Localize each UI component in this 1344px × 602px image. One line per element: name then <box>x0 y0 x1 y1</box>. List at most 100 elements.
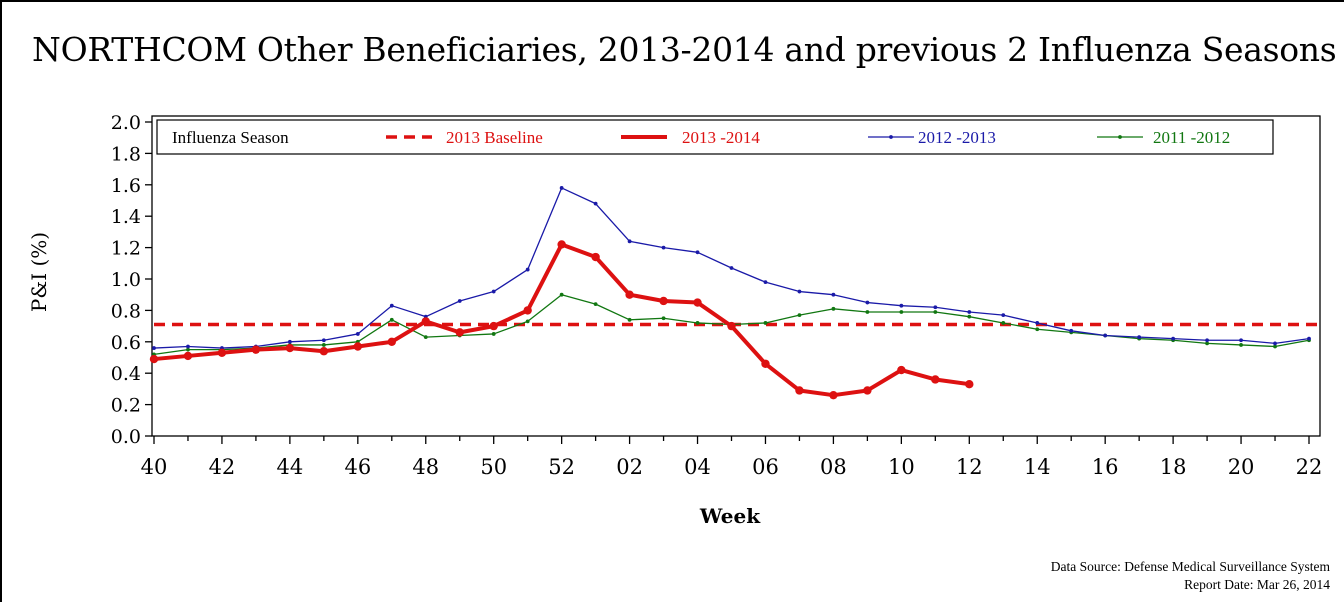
data-point-2011-2012 <box>797 313 802 318</box>
data-point-2011-2012 <box>899 310 904 314</box>
report-date-note: Report Date: Mar 26, 2014 <box>1184 577 1330 592</box>
data-point-2012-2013 <box>457 299 462 303</box>
x-tick-label: 22 <box>1296 455 1323 479</box>
data-point-2011-2012 <box>627 317 632 322</box>
y-tick-label: 1.6 <box>111 175 141 197</box>
data-point-2013-2014 <box>931 375 940 384</box>
data-point-2012-2013 <box>287 339 292 344</box>
y-tick-label: 0.2 <box>111 395 141 417</box>
data-point-2012-2013 <box>831 292 836 297</box>
data-point-2013-2014 <box>387 337 396 346</box>
data-point-2013-2014 <box>455 328 464 337</box>
data-point-2013-2014 <box>353 342 363 351</box>
data-point-2012-2013 <box>661 245 666 250</box>
data-point-2012-2013 <box>865 300 870 305</box>
data-point-2013-2014 <box>727 321 736 331</box>
data-point-2013-2014 <box>183 351 193 361</box>
data-point-2012-2013 <box>1137 335 1142 339</box>
x-tick-label: 18 <box>1160 455 1187 479</box>
data-point-2012-2013 <box>559 186 564 190</box>
data-point-2011-2012 <box>423 335 428 339</box>
data-point-2012-2013 <box>186 344 190 349</box>
data-point-2012-2013 <box>1001 313 1006 318</box>
data-point-2012-2013 <box>1171 336 1176 341</box>
legend-box <box>156 119 1274 155</box>
data-point-2011-2012 <box>1239 343 1243 347</box>
data-point-2012-2013 <box>1035 321 1040 325</box>
data-point-2011-2012 <box>967 314 972 319</box>
chart-title: NORTHCOM Other Beneficiaries, 2013-2014 … <box>32 30 1337 69</box>
data-point-2011-2012 <box>865 310 870 314</box>
chart-footer: Data Source: Defense Medical Surveillanc… <box>1051 558 1330 594</box>
x-tick-label: 12 <box>956 455 983 479</box>
data-point-2011-2012 <box>661 316 666 321</box>
data-point-2013-2014 <box>965 379 974 389</box>
data-point-2013-2014 <box>217 348 227 357</box>
y-tick-label: 2.0 <box>111 112 141 134</box>
x-tick-label: 46 <box>344 455 371 479</box>
data-point-2012-2013 <box>695 250 700 255</box>
x-axis-title: Week <box>699 504 761 528</box>
data-point-2012-2013 <box>1273 341 1277 346</box>
x-tick-label: 20 <box>1228 455 1255 479</box>
data-point-2013-2014 <box>523 306 532 315</box>
data-point-2013-2014 <box>659 296 668 306</box>
data-point-2013-2014 <box>863 386 872 395</box>
data-point-2012-2013 <box>763 280 768 285</box>
data-point-2011-2012 <box>1001 321 1006 325</box>
data-point-2012-2013 <box>797 289 802 294</box>
data-source-note: Data Source: Defense Medical Surveillanc… <box>1050 559 1330 574</box>
data-point-2011-2012 <box>559 292 564 297</box>
data-point-2013-2014 <box>557 240 566 249</box>
data-point-2011-2012 <box>491 332 496 336</box>
y-tick-label: 1.2 <box>111 238 141 260</box>
data-point-2013-2014 <box>421 317 430 326</box>
data-point-2012-2013 <box>321 338 326 343</box>
data-point-2012-2013 <box>1239 338 1243 343</box>
data-point-2013-2014 <box>285 343 295 353</box>
x-tick-label: 50 <box>480 455 507 479</box>
data-point-2012-2013 <box>152 346 156 350</box>
data-point-2012-2013 <box>1069 328 1074 333</box>
data-point-2011-2012 <box>831 306 836 311</box>
data-point-2013-2014 <box>693 298 702 307</box>
legend-label-series: 2012 -2013 <box>918 128 996 147</box>
y-tick-label: 0.8 <box>111 300 141 322</box>
data-point-2012-2013 <box>593 201 598 206</box>
data-point-2012-2013 <box>899 303 904 308</box>
data-point-2013-2014 <box>591 252 600 262</box>
data-point-2012-2013 <box>355 332 360 336</box>
legend-label-series: 2011 -2012 <box>1153 128 1230 147</box>
data-point-2013-2014 <box>625 290 634 299</box>
legend-label-series: 2013 -2014 <box>682 128 760 147</box>
data-point-2012-2013 <box>729 266 734 270</box>
data-point-2012-2013 <box>627 239 632 244</box>
data-point-2011-2012 <box>389 317 394 322</box>
x-tick-label: 06 <box>752 455 779 479</box>
legend-swatch-marker <box>1118 135 1122 139</box>
x-tick-label: 52 <box>548 455 575 479</box>
y-tick-label: 0.6 <box>111 332 141 354</box>
data-point-2012-2013 <box>491 289 496 294</box>
y-tick-label: 1.8 <box>111 143 141 165</box>
data-point-2012-2013 <box>933 305 938 310</box>
plot-area <box>151 115 1321 437</box>
x-tick-label: 02 <box>616 455 643 479</box>
x-tick-label: 44 <box>277 455 304 479</box>
data-point-2013-2014 <box>761 359 770 368</box>
data-point-2012-2013 <box>389 303 394 308</box>
data-point-2013-2014 <box>319 347 329 356</box>
data-point-2011-2012 <box>763 321 768 325</box>
data-point-2011-2012 <box>1035 327 1040 332</box>
data-point-2013-2014 <box>897 365 906 375</box>
data-point-2013-2014 <box>489 321 498 331</box>
data-point-2013-2014 <box>795 386 804 395</box>
data-point-2012-2013 <box>525 267 530 272</box>
legend-title: Influenza Season <box>172 128 289 147</box>
y-axis-title: P&I (%) <box>27 232 51 312</box>
y-tick-label: 0.0 <box>111 426 141 448</box>
data-point-2011-2012 <box>186 347 190 352</box>
data-point-2011-2012 <box>321 343 326 347</box>
data-point-2011-2012 <box>695 321 700 325</box>
